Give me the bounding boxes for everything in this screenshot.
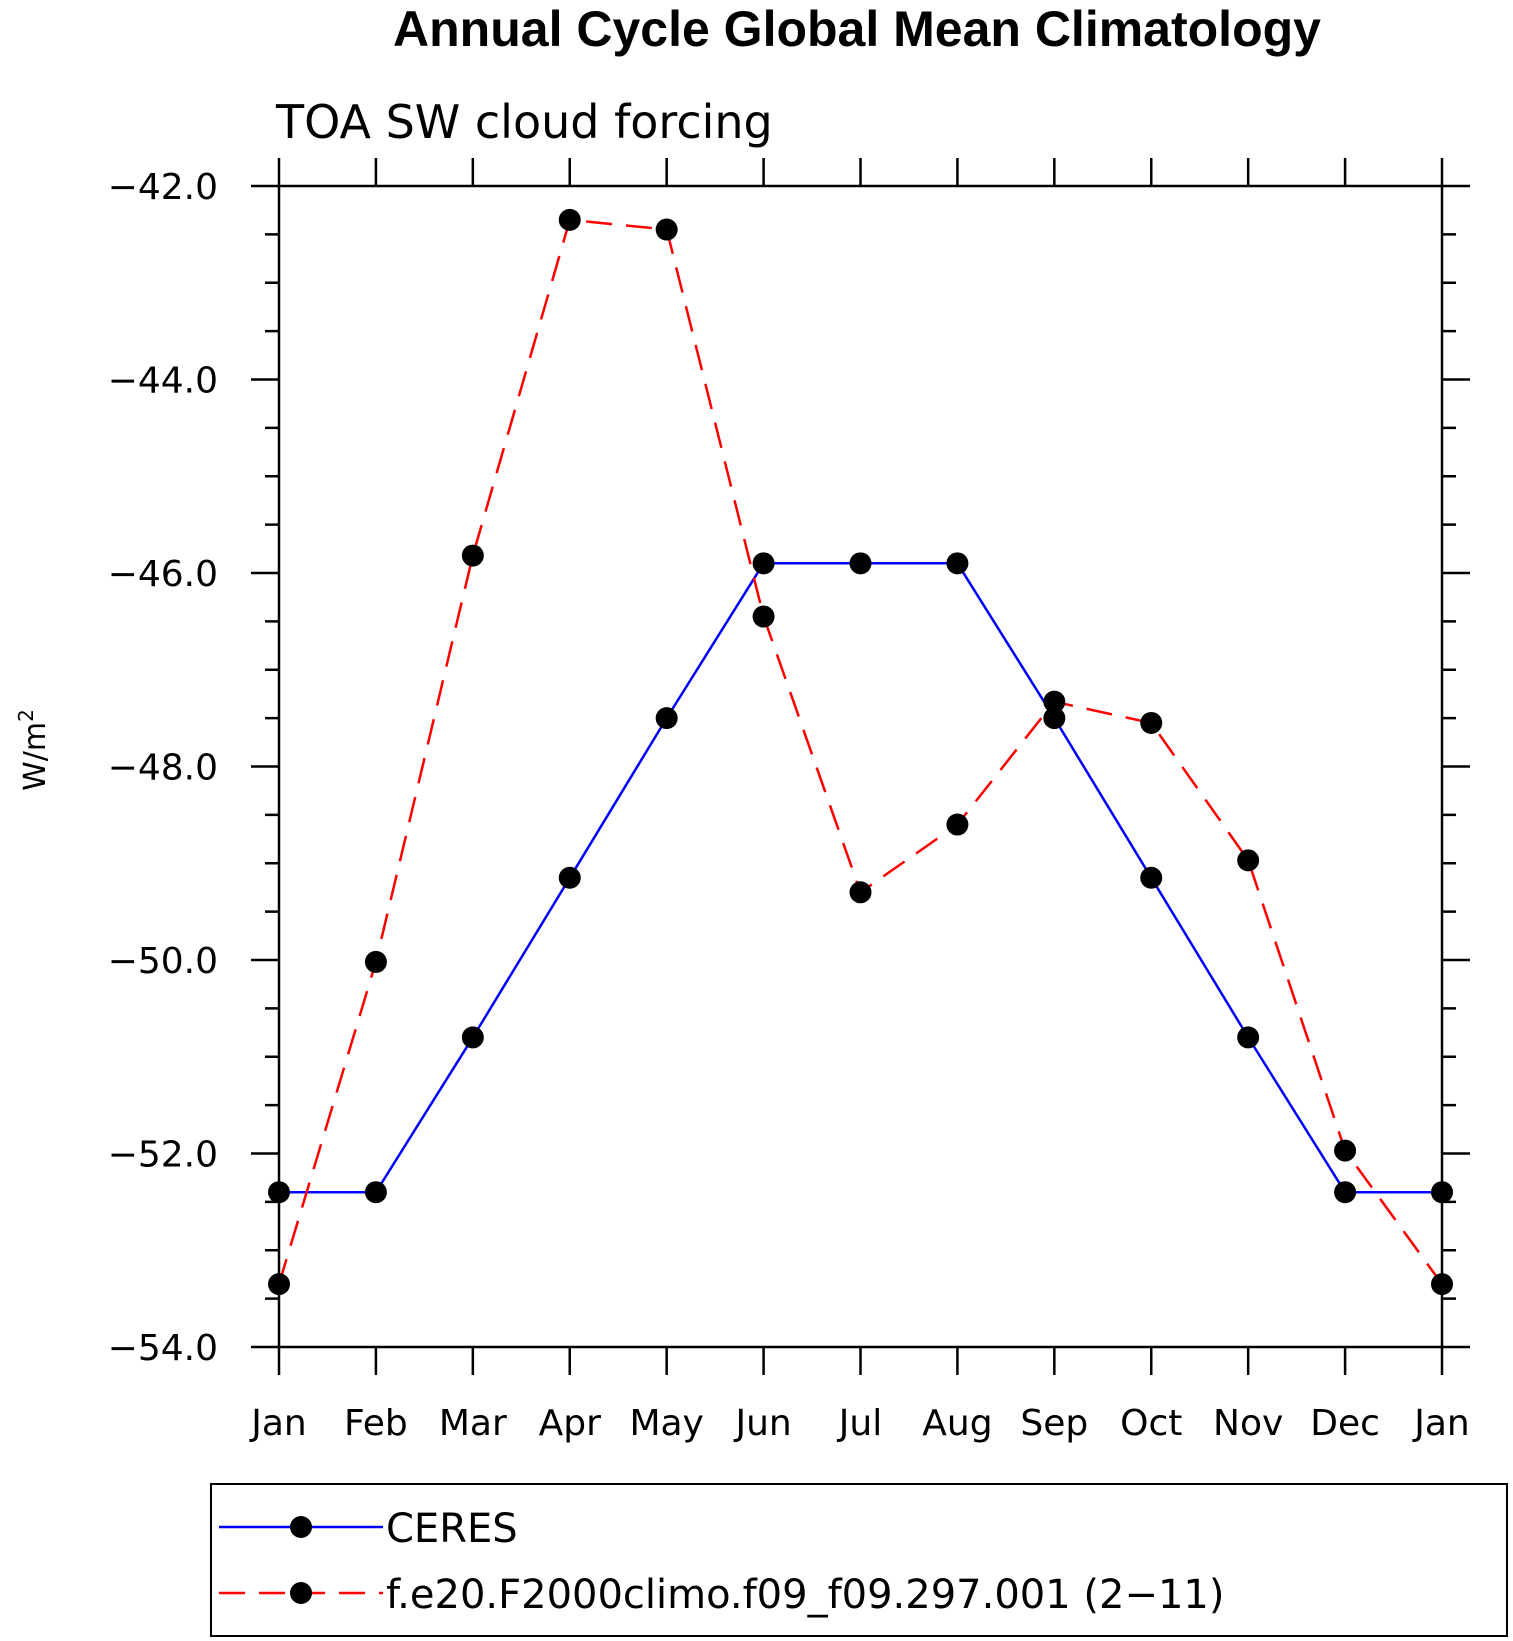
legend: CERES f.e20.F2000climo.f09_f09.297.001 (2… [210, 1483, 1508, 1637]
x-tick-label: Jun [733, 1403, 791, 1444]
series-1-point [1237, 1026, 1260, 1049]
x-tick-label: Mar [439, 1403, 507, 1444]
series-2-point [655, 218, 678, 241]
series-2-point [1043, 690, 1066, 713]
series-markers [268, 208, 1453, 1296]
series-1-point [1334, 1181, 1357, 1204]
series-1-point [752, 552, 775, 575]
y-tick-label: −44.0 [108, 361, 218, 402]
series-2-point [946, 813, 969, 836]
y-tick-label: −46.0 [108, 554, 218, 595]
series-1-point [364, 1181, 387, 1204]
x-tick-label: Nov [1213, 1403, 1283, 1444]
legend-items: CERES f.e20.F2000climo.f09_f09.297.001 (2… [219, 1506, 1224, 1618]
x-tick-label: Sep [1020, 1403, 1088, 1444]
legend-box [210, 1483, 1508, 1637]
axis-ticks [251, 158, 1470, 1375]
series-2-point [364, 950, 387, 973]
y-tick-label: −52.0 [108, 1135, 218, 1176]
y-axis-label-superscript: 2 [14, 709, 38, 722]
series-1-point [268, 1181, 290, 1204]
series-1-point [558, 866, 581, 889]
series-2-point [461, 544, 484, 567]
series-2-point [1140, 711, 1163, 734]
chart-subtitle: TOA SW cloud forcing [275, 95, 773, 149]
y-tick-label: −54.0 [108, 1328, 218, 1369]
y-tick-label: −48.0 [108, 748, 218, 789]
series-2-point [1334, 1139, 1357, 1162]
series-line-1 [279, 562, 1442, 1194]
series-1-point [946, 552, 969, 575]
legend-label-1: CERES [386, 1506, 518, 1552]
y-tick-labels: −42.0 −44.0 −46.0 −48.0 −50.0 −52.0 −54.0 [108, 167, 218, 1369]
series-2-point [752, 605, 775, 628]
series-2-point [1237, 849, 1260, 872]
legend-marker-2 [290, 1582, 312, 1604]
series-line-2 [277, 218, 1444, 1285]
series-2-point [558, 208, 581, 231]
y-tick-label: −50.0 [108, 941, 218, 982]
x-tick-label: Apr [539, 1403, 601, 1444]
series-1-point [1043, 707, 1066, 730]
x-tick-label: Jul [837, 1403, 882, 1444]
series-2-point [849, 881, 872, 904]
series-lines [277, 218, 1444, 1285]
x-tick-label: Jan [249, 1403, 307, 1444]
x-tick-label: Aug [922, 1403, 992, 1444]
series-2-point [1431, 1273, 1453, 1296]
series-2-point [268, 1273, 290, 1296]
series-1-point [655, 707, 678, 730]
legend-label-2: f.e20.F2000climo.f09_f09.297.001 (2−11) [386, 1572, 1224, 1618]
series-1-point [849, 552, 872, 575]
series-1-point [1431, 1181, 1453, 1204]
series-1-point [461, 1026, 484, 1049]
x-tick-label: Feb [344, 1403, 408, 1444]
y-axis-label: W/m2 [14, 709, 53, 791]
svg-text:W/m2: W/m2 [14, 709, 53, 791]
x-tick-label: Oct [1120, 1403, 1182, 1444]
legend-marker-1 [290, 1516, 312, 1538]
series-1-point [1140, 866, 1163, 889]
chart-title: Annual Cycle Global Mean Climatology [393, 1, 1321, 57]
plot-frame [277, 184, 1444, 1349]
x-tick-label: May [629, 1403, 703, 1444]
y-axis-label-text: W/m [18, 722, 53, 791]
y-tick-label: −42.0 [108, 167, 218, 208]
x-tick-label: Dec [1310, 1403, 1380, 1444]
x-tick-labels: Jan Feb Mar Apr May Jun Jul Aug Sep Oct Nov Dec Jan [249, 1403, 1470, 1444]
x-tick-label: Jan [1412, 1403, 1470, 1444]
